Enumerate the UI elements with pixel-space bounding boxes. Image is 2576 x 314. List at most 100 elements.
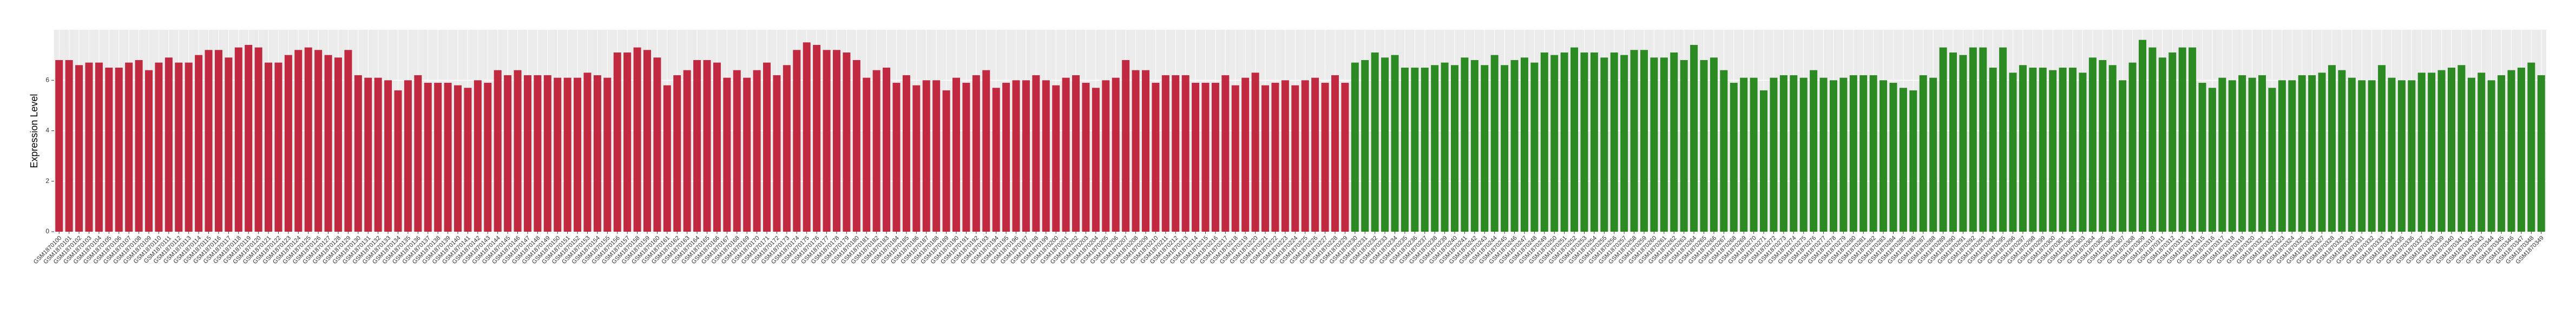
bar — [1590, 52, 1598, 232]
bar — [1012, 80, 1020, 232]
bar — [2178, 47, 2186, 232]
bar — [404, 80, 412, 232]
bar — [603, 77, 612, 232]
bar — [414, 75, 422, 232]
bar — [2487, 80, 2495, 232]
bar — [1231, 85, 1239, 232]
bar — [2019, 65, 2027, 232]
bar — [1221, 75, 1230, 232]
bar — [314, 50, 323, 232]
bar — [1122, 60, 1130, 232]
bar — [1331, 75, 1339, 232]
bar — [1550, 55, 1559, 232]
bar — [863, 77, 871, 232]
bar — [155, 62, 163, 232]
bar — [1760, 90, 1768, 232]
bar — [1002, 82, 1010, 232]
bar — [85, 62, 93, 232]
bar — [1640, 50, 1648, 232]
bar — [474, 80, 482, 232]
bar — [1770, 77, 1778, 232]
bar — [304, 47, 312, 232]
bar — [95, 62, 103, 232]
y-axis-label: Expression Level — [29, 94, 40, 168]
bar — [2507, 70, 2515, 232]
bar — [2517, 67, 2525, 232]
bar — [1730, 82, 1738, 232]
bar — [284, 55, 292, 232]
bar — [1042, 80, 1050, 232]
bar — [1710, 57, 1718, 232]
bar — [2039, 67, 2047, 232]
y-tick-label: 6 — [45, 76, 49, 83]
bar — [783, 65, 791, 232]
bar — [1959, 55, 1967, 232]
bar — [1969, 47, 1977, 232]
bar — [274, 62, 282, 232]
bar — [2168, 52, 2177, 232]
bar — [2258, 75, 2266, 232]
bar — [324, 55, 332, 232]
bar — [723, 77, 731, 232]
bar — [633, 47, 641, 232]
bar — [534, 75, 542, 232]
bar — [2069, 67, 2077, 232]
bar — [2448, 67, 2456, 232]
bar — [2009, 73, 2017, 232]
bar — [1690, 44, 1698, 232]
bar — [2457, 65, 2466, 232]
bar — [543, 75, 551, 232]
bar — [813, 44, 821, 232]
bar — [1490, 55, 1499, 232]
bar — [2128, 62, 2137, 232]
bar — [1321, 82, 1329, 232]
bar — [294, 50, 303, 232]
bar — [1799, 77, 1808, 232]
bar — [992, 88, 1000, 232]
bar — [1381, 57, 1389, 232]
bar — [883, 67, 891, 232]
bar — [1650, 57, 1658, 232]
bar — [185, 62, 193, 232]
bar — [693, 60, 701, 232]
bar — [952, 77, 961, 232]
bar — [713, 62, 721, 232]
bar — [2108, 65, 2117, 232]
bar — [2119, 80, 2127, 232]
bar — [1271, 82, 1279, 232]
bar — [2189, 47, 2197, 232]
bar — [613, 52, 621, 232]
bar — [1112, 77, 1120, 232]
bar — [1909, 90, 1917, 232]
bar — [1132, 70, 1140, 232]
bar — [1880, 80, 1888, 232]
bar — [2059, 67, 2067, 232]
bar — [2338, 70, 2346, 232]
bar — [2298, 75, 2306, 232]
bar — [852, 60, 860, 232]
bar — [2238, 75, 2246, 232]
bar — [1022, 80, 1030, 232]
bar — [225, 57, 233, 232]
bar — [912, 85, 921, 232]
bar — [2437, 70, 2446, 232]
bar — [2218, 77, 2226, 232]
bar — [1052, 85, 1060, 232]
bar — [125, 62, 133, 232]
bar — [2138, 40, 2146, 232]
bar — [1461, 57, 1469, 232]
bar — [593, 75, 601, 232]
bar — [1610, 52, 1618, 232]
bar — [1929, 77, 1937, 232]
bar — [2049, 70, 2057, 232]
bar — [494, 70, 502, 232]
bar — [753, 70, 761, 232]
bar — [1810, 70, 1818, 232]
bar — [2079, 73, 2087, 232]
bar — [773, 75, 781, 232]
bar — [942, 90, 950, 232]
bar — [2288, 80, 2296, 232]
bar — [444, 82, 452, 232]
bar — [254, 47, 262, 232]
bar — [195, 55, 203, 232]
